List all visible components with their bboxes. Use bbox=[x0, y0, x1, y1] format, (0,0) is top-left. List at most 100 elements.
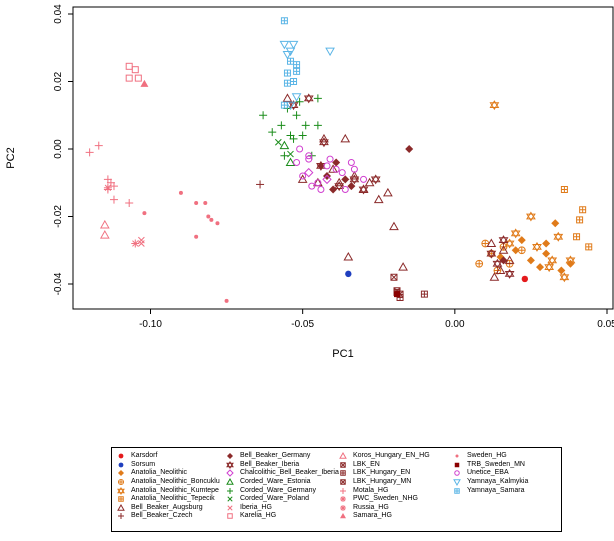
data-point-bell-beaker-czech bbox=[256, 180, 265, 189]
y-axis-title: PC2 bbox=[5, 147, 17, 168]
data-point-bell-beaker-augsburg bbox=[343, 251, 354, 261]
data-point-anatolia-neolithic-tepecik bbox=[579, 206, 587, 214]
legend-symbol bbox=[340, 504, 346, 511]
data-point-corded-ware-germany bbox=[277, 121, 286, 130]
data-point-samara-hg bbox=[140, 79, 149, 87]
legend-label: Sorsum bbox=[131, 460, 156, 468]
data-point-bell-beaker-augsburg bbox=[349, 170, 360, 180]
legend-label: Bell_Beaker_Czech bbox=[131, 512, 193, 520]
y-axis: -0.04 -0.02 0.00 0.02 0.04 bbox=[53, 4, 73, 295]
data-point-bell-beaker-iberia bbox=[288, 100, 299, 111]
legend-column: Sweden_HG TRB_Sweden_MN Unetice_EBA Yamnaya… bbox=[452, 452, 528, 495]
data-point-bell-beaker-augsburg bbox=[486, 238, 497, 247]
data-point-karelia-hg bbox=[125, 62, 133, 70]
legend-label: Samara_HG bbox=[353, 512, 392, 520]
data-point-anatolia-neolithic-kumtepe bbox=[489, 100, 500, 111]
data-point-unetice-eba bbox=[350, 165, 358, 173]
legend: Karsdorf Sorsum Anatolia_Neolithic Anatolia… bbox=[111, 447, 562, 532]
legend-label: Russia_HG bbox=[353, 503, 389, 511]
legend-symbol bbox=[227, 513, 233, 520]
data-point-bell-beaker-germany bbox=[341, 175, 350, 184]
y-tick-label: 0.00 bbox=[53, 139, 64, 159]
data-point-yamnaya-kalmykia bbox=[279, 40, 290, 50]
data-point-corded-ware-poland bbox=[274, 138, 282, 146]
data-point-anatolia-neolithic-kumtepe bbox=[547, 255, 558, 266]
data-point-anatolia-neolithic-kumtepe bbox=[526, 211, 536, 222]
data-point-sweden-hg bbox=[194, 201, 199, 205]
legend-symbol bbox=[118, 496, 124, 503]
data-point-sweden-hg bbox=[209, 217, 214, 222]
legend-column: Bell_Beaker_Germany Bell_Beaker_Iberia Cha… bbox=[225, 452, 339, 521]
legend-symbol bbox=[453, 479, 461, 487]
data-point-anatolia-neolithic-boncuklu bbox=[517, 246, 526, 255]
data-point-yamnaya-kalmykia bbox=[285, 47, 296, 57]
data-point-anatolia-neolithic-kumtepe bbox=[544, 262, 555, 273]
legend-symbol bbox=[227, 505, 233, 511]
legend-item: TRB_Sweden_MN bbox=[452, 461, 528, 470]
legend-label: LBK_EN bbox=[353, 460, 380, 468]
data-point-unetice-eba bbox=[332, 165, 340, 173]
legend-label: Sweden_HG bbox=[467, 452, 507, 460]
data-point-corded-ware-germany bbox=[298, 131, 307, 140]
data-point-anatolia-neolithic bbox=[526, 256, 535, 265]
data-point-sweden-hg bbox=[224, 298, 229, 303]
data-point-karelia-hg bbox=[131, 66, 139, 74]
data-point-corded-ware-germany bbox=[259, 111, 268, 120]
legend-label: Corded_Ware_Germany bbox=[240, 486, 316, 494]
data-point-bell-beaker-iberia bbox=[504, 268, 515, 279]
data-point-yamnaya-samara bbox=[286, 57, 294, 65]
legend-label: LBK_Hungary_MN bbox=[353, 478, 412, 486]
legend-label: Corded_Ware_Estonia bbox=[240, 478, 311, 486]
legend-symbol bbox=[340, 487, 346, 494]
data-point-sorsum bbox=[345, 270, 352, 278]
y-tick-label: 0.04 bbox=[53, 4, 64, 24]
data-point-lbk-hungary-en bbox=[396, 294, 404, 301]
legend-item: Bell_Beaker_Iberia bbox=[225, 461, 339, 470]
legend-symbol bbox=[339, 452, 347, 460]
legend-item: PWC_Sweden_NHG bbox=[338, 495, 430, 504]
legend-item: Sweden_HG bbox=[452, 452, 528, 461]
data-point-bell-beaker-augsburg bbox=[398, 262, 408, 271]
data-point-yamnaya-kalmykia bbox=[288, 40, 299, 50]
x-tick-label: 0.05 bbox=[597, 319, 614, 330]
legend-label: Corded_Ware_Poland bbox=[240, 495, 310, 503]
legend-symbol bbox=[118, 453, 124, 459]
legend-label: Motala_HG bbox=[353, 486, 389, 494]
data-point-sweden-hg bbox=[178, 190, 183, 195]
data-point-corded-ware-germany bbox=[301, 121, 310, 130]
legend-symbol bbox=[340, 470, 346, 477]
data-point-russia-hg bbox=[131, 239, 140, 248]
data-point-anatolia-neolithic-tepecik bbox=[560, 186, 568, 193]
legend-symbol bbox=[117, 486, 125, 495]
legend-symbol bbox=[117, 479, 125, 486]
legend-symbol bbox=[118, 513, 124, 520]
legend-symbol bbox=[117, 503, 125, 511]
x-tick-label: 0.00 bbox=[445, 319, 465, 330]
y-tick-label: -0.04 bbox=[53, 272, 64, 295]
data-point-motala-hg bbox=[109, 182, 118, 191]
data-point-iberia-hg bbox=[138, 240, 145, 247]
legend-item: Anatolia_Neolithic_Tepecik bbox=[116, 495, 220, 504]
data-point-sweden-hg bbox=[142, 211, 147, 216]
data-point-corded-ware-germany bbox=[313, 121, 322, 130]
legend-symbol bbox=[454, 470, 460, 477]
data-point-corded-ware-germany bbox=[295, 97, 304, 106]
x-tick-label: -0.10 bbox=[139, 319, 162, 330]
data-point-unetice-eba bbox=[305, 155, 313, 163]
data-point-bell-beaker-germany bbox=[347, 182, 356, 191]
data-point-bell-beaker-iberia bbox=[370, 174, 381, 185]
data-point-corded-ware-germany bbox=[289, 134, 298, 143]
data-point-unetice-eba bbox=[299, 172, 307, 180]
legend-symbol bbox=[340, 462, 346, 468]
legend-item: LBK_EN bbox=[338, 461, 430, 470]
legend-item: Corded_Ware_Estonia bbox=[225, 478, 339, 487]
legend-item: Yamnaya_Samara bbox=[452, 486, 528, 495]
data-points bbox=[85, 17, 593, 303]
data-point-unetice-eba bbox=[360, 175, 368, 183]
data-point-unetice-eba bbox=[347, 159, 355, 166]
legend-item: Anatolia_Neolithic_Kumtepe bbox=[116, 486, 220, 495]
data-point-corded-ware-germany bbox=[280, 151, 289, 160]
legend-label: Koros_Hungary_EN_HG bbox=[353, 452, 430, 460]
data-point-bell-beaker-augsburg bbox=[334, 177, 345, 187]
data-point-unetice-eba bbox=[305, 152, 313, 160]
